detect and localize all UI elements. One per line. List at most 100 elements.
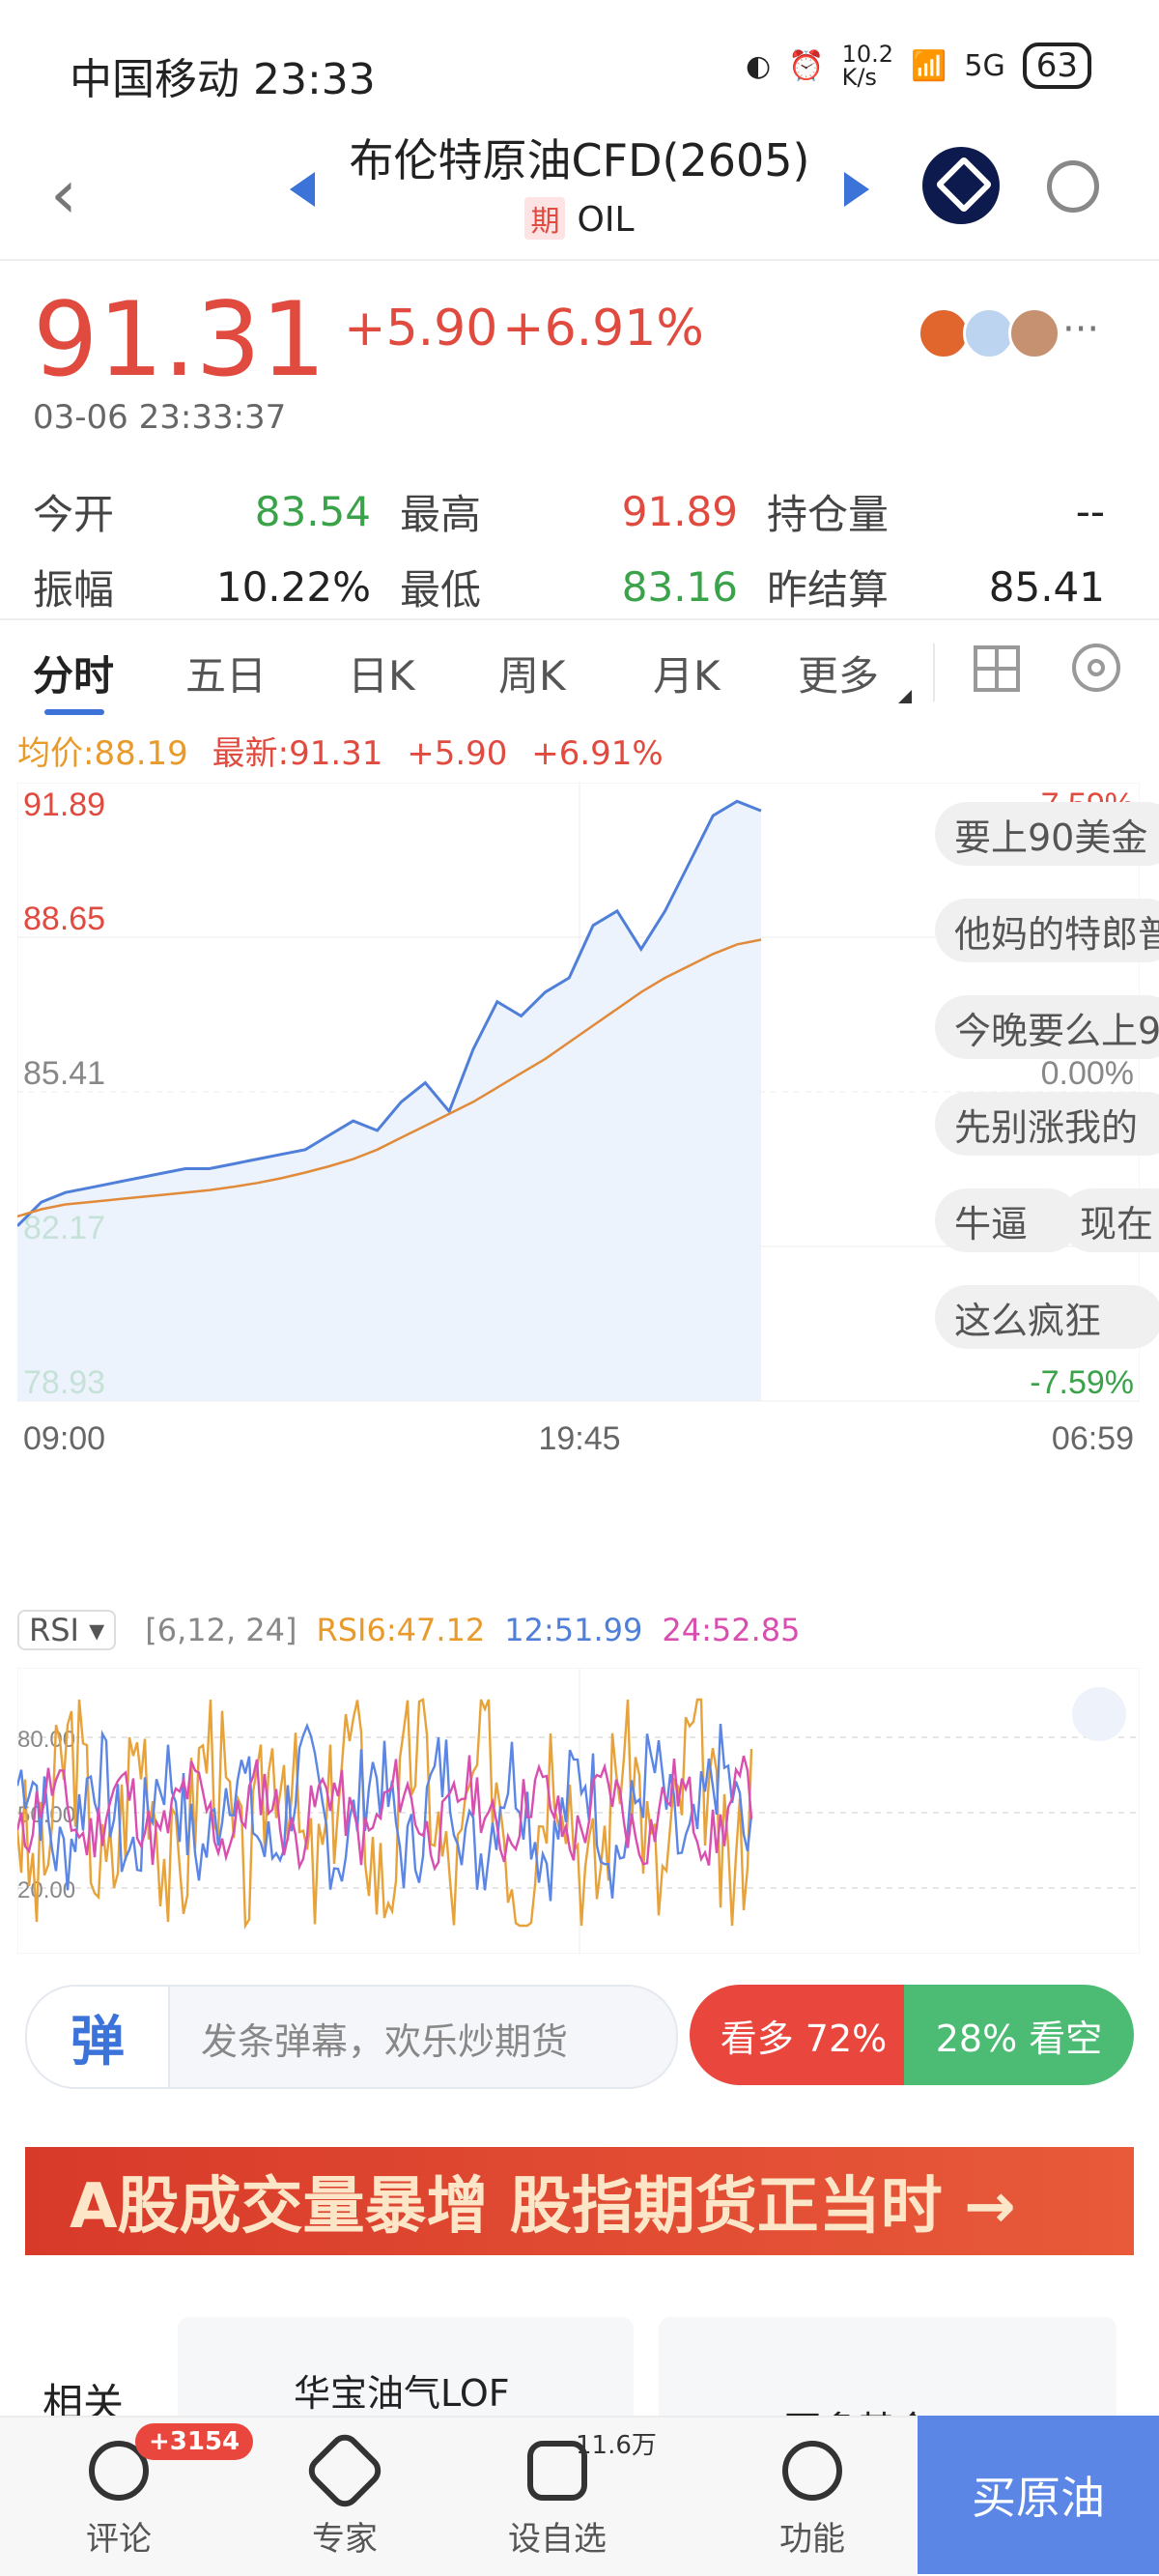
price-change: +5.90 [344, 300, 498, 358]
nav-comment[interactable]: 评论 [46, 2441, 191, 2560]
nav-watchlist[interactable]: 设自选 [485, 2441, 630, 2560]
rsi-params: [6,12, 24] [145, 1612, 297, 1648]
stats-row: 今开 83.54 最高 91.89 持仓量 -- [33, 473, 1134, 549]
stat-value: 10.22% [215, 562, 371, 611]
danmaku-bubble[interactable]: 牛逼 [935, 1188, 1080, 1252]
rsi-level-label: 20.00 [17, 1877, 75, 1903]
settings-icon[interactable] [1072, 644, 1120, 692]
danmaku-icon[interactable]: 弹 [27, 1987, 170, 2087]
nav-header: ‹ 布伦特原油CFD(2605) 期 OIL [0, 126, 1159, 261]
latest-change: +5.90 [407, 734, 508, 773]
more-icon[interactable]: ··· [1062, 307, 1100, 352]
latest-price: 最新:91.31 [212, 734, 383, 773]
nav-functions[interactable]: 功能 [740, 2441, 885, 2560]
dropdown-corner-icon [898, 690, 912, 703]
rsi-chart[interactable]: 80.00 50.00 20.00 [15, 1667, 1141, 1955]
rsi-header: RSI ▾ [6,12, 24] RSI6:47.12 12:51.99 24:… [17, 1608, 800, 1652]
stat-label: 最低 [400, 565, 482, 614]
prev-arrow-icon[interactable] [290, 172, 315, 207]
signal-label: 5G [964, 48, 1005, 83]
intraday-chart[interactable]: 91.8988.6585.4182.1778.937.59%0.00%-7.59… [15, 782, 1159, 1556]
tab-underline [44, 709, 104, 715]
expand-icon[interactable] [1072, 1687, 1126, 1741]
status-bar: 中国移动 23:33 ◐ ⏰ 10.2 K/s 📶 5G 63 [0, 0, 1159, 126]
last-price: 91.31 [33, 280, 326, 399]
y-tick-label: 88.65 [23, 901, 105, 937]
rsi-frame [16, 1667, 1141, 1955]
stat-label: 振幅 [33, 565, 115, 614]
nav-expert-label: 专家 [312, 2520, 378, 2559]
y-tick-label: 85.41 [23, 1055, 105, 1092]
search-icon[interactable] [1047, 160, 1099, 213]
comment-icon [89, 2441, 149, 2501]
tab-3[interactable]: 周K [498, 652, 566, 700]
carrier-time: 中国移动 23:33 [70, 55, 376, 104]
stats-table: 今开 83.54 最高 91.89 持仓量 -- 振幅 10.22% 最低 83.16 昨结算 85.… [33, 473, 1134, 624]
y-tick-label-right: -7.59% [1030, 1364, 1134, 1401]
danmaku-layer: 要上90美金 他妈的特郎普 今晚要么上9 先别涨我的牛逼 现在这么疯狂 [906, 783, 1159, 1362]
rsi-selector[interactable]: RSI ▾ [17, 1610, 117, 1650]
back-icon[interactable]: ‹ [50, 155, 77, 234]
wifi-icon: 📶 [911, 48, 947, 83]
divider [933, 644, 935, 701]
stat-value: 91.89 [621, 487, 738, 535]
danmaku-bubble[interactable]: 今晚要么上9 [935, 995, 1159, 1059]
next-arrow-icon[interactable] [844, 172, 869, 207]
comment-count-badge: +3154 [135, 2423, 254, 2460]
stat-label: 持仓量 [767, 490, 890, 538]
chart-info: 均价:88.19 最新:91.31 +5.90 +6.91% [17, 727, 664, 774]
promo-banner[interactable]: A股成交量暴增 股指期货正当时 → [25, 2147, 1134, 2255]
related-card-title: 华宝油气LOF [294, 2372, 510, 2415]
price-area [17, 801, 761, 1401]
danmaku-bubble[interactable]: 先别涨我的 [935, 1092, 1159, 1156]
nav-watchlist-label: 设自选 [508, 2520, 607, 2559]
tab-5[interactable]: 更多 [798, 652, 880, 700]
rsi12-line [15, 1722, 753, 1902]
divider [0, 259, 1159, 261]
buy-button[interactable]: 买原油 [918, 2416, 1159, 2574]
y-tick-label-right: 0.00% [1041, 1055, 1134, 1092]
avatar [1008, 307, 1061, 359]
rsi6-value: RSI6:47.12 [316, 1612, 486, 1648]
grid-icon[interactable] [974, 645, 1020, 692]
nav-expert[interactable]: 专家 [272, 2428, 417, 2560]
avg-line [16, 938, 762, 1218]
stat-value: 83.16 [621, 562, 738, 611]
rsi24-line [15, 1755, 753, 1872]
avatar [963, 307, 1016, 359]
expert-icon [302, 2428, 387, 2513]
ai-assistant-icon[interactable] [922, 147, 1000, 224]
danmaku-input-bar[interactable]: 弹 发条弹幕，欢乐炒期货 [25, 1985, 678, 2089]
stat-value: 85.41 [988, 562, 1105, 611]
price-line [15, 799, 762, 1227]
quote-time: 03-06 23:33:37 [33, 398, 287, 437]
battery-icon: 63 [1022, 43, 1091, 89]
avatar-group[interactable] [918, 307, 1061, 363]
avg-price: 均价:88.19 [17, 734, 188, 773]
tab-1[interactable]: 五日 [185, 652, 268, 700]
watchlist-icon [527, 2441, 587, 2501]
bear-vote-button[interactable]: 28% 看空 [904, 1985, 1134, 2085]
nfc-icon: ◐ [746, 48, 772, 83]
stat-label: 今开 [33, 490, 115, 538]
danmaku-bubble[interactable]: 现在 [1060, 1188, 1159, 1252]
tab-2[interactable]: 日K [348, 652, 415, 700]
futures-tag: 期 [524, 197, 566, 240]
stat-label: 昨结算 [767, 565, 890, 614]
alarm-icon: ⏰ [788, 48, 825, 83]
danmaku-input[interactable]: 发条弹幕，欢乐炒期货 [201, 2020, 569, 2063]
tab-0[interactable]: 分时 [33, 652, 115, 700]
x-tick-label: 19:45 [538, 1420, 620, 1457]
rsi24-value: 24:52.85 [662, 1612, 801, 1648]
bull-vote-button[interactable]: 看多 72% [690, 1985, 918, 2085]
watch-count: 11.6万 [576, 2431, 657, 2460]
stats-row: 振幅 10.22% 最低 83.16 昨结算 85.41 [33, 549, 1134, 624]
rsi12-value: 12:51.99 [504, 1612, 643, 1648]
title-block: 布伦特原油CFD(2605) 期 OIL [0, 126, 1159, 240]
danmaku-bubble[interactable]: 他妈的特郎普 [935, 899, 1159, 962]
danmaku-bubble[interactable]: 这么疯狂 [935, 1285, 1159, 1349]
tab-4[interactable]: 月K [653, 652, 721, 700]
menu-icon [782, 2441, 842, 2501]
x-tick-label: 06:59 [1052, 1420, 1134, 1457]
danmaku-bubble[interactable]: 要上90美金 [935, 802, 1159, 866]
